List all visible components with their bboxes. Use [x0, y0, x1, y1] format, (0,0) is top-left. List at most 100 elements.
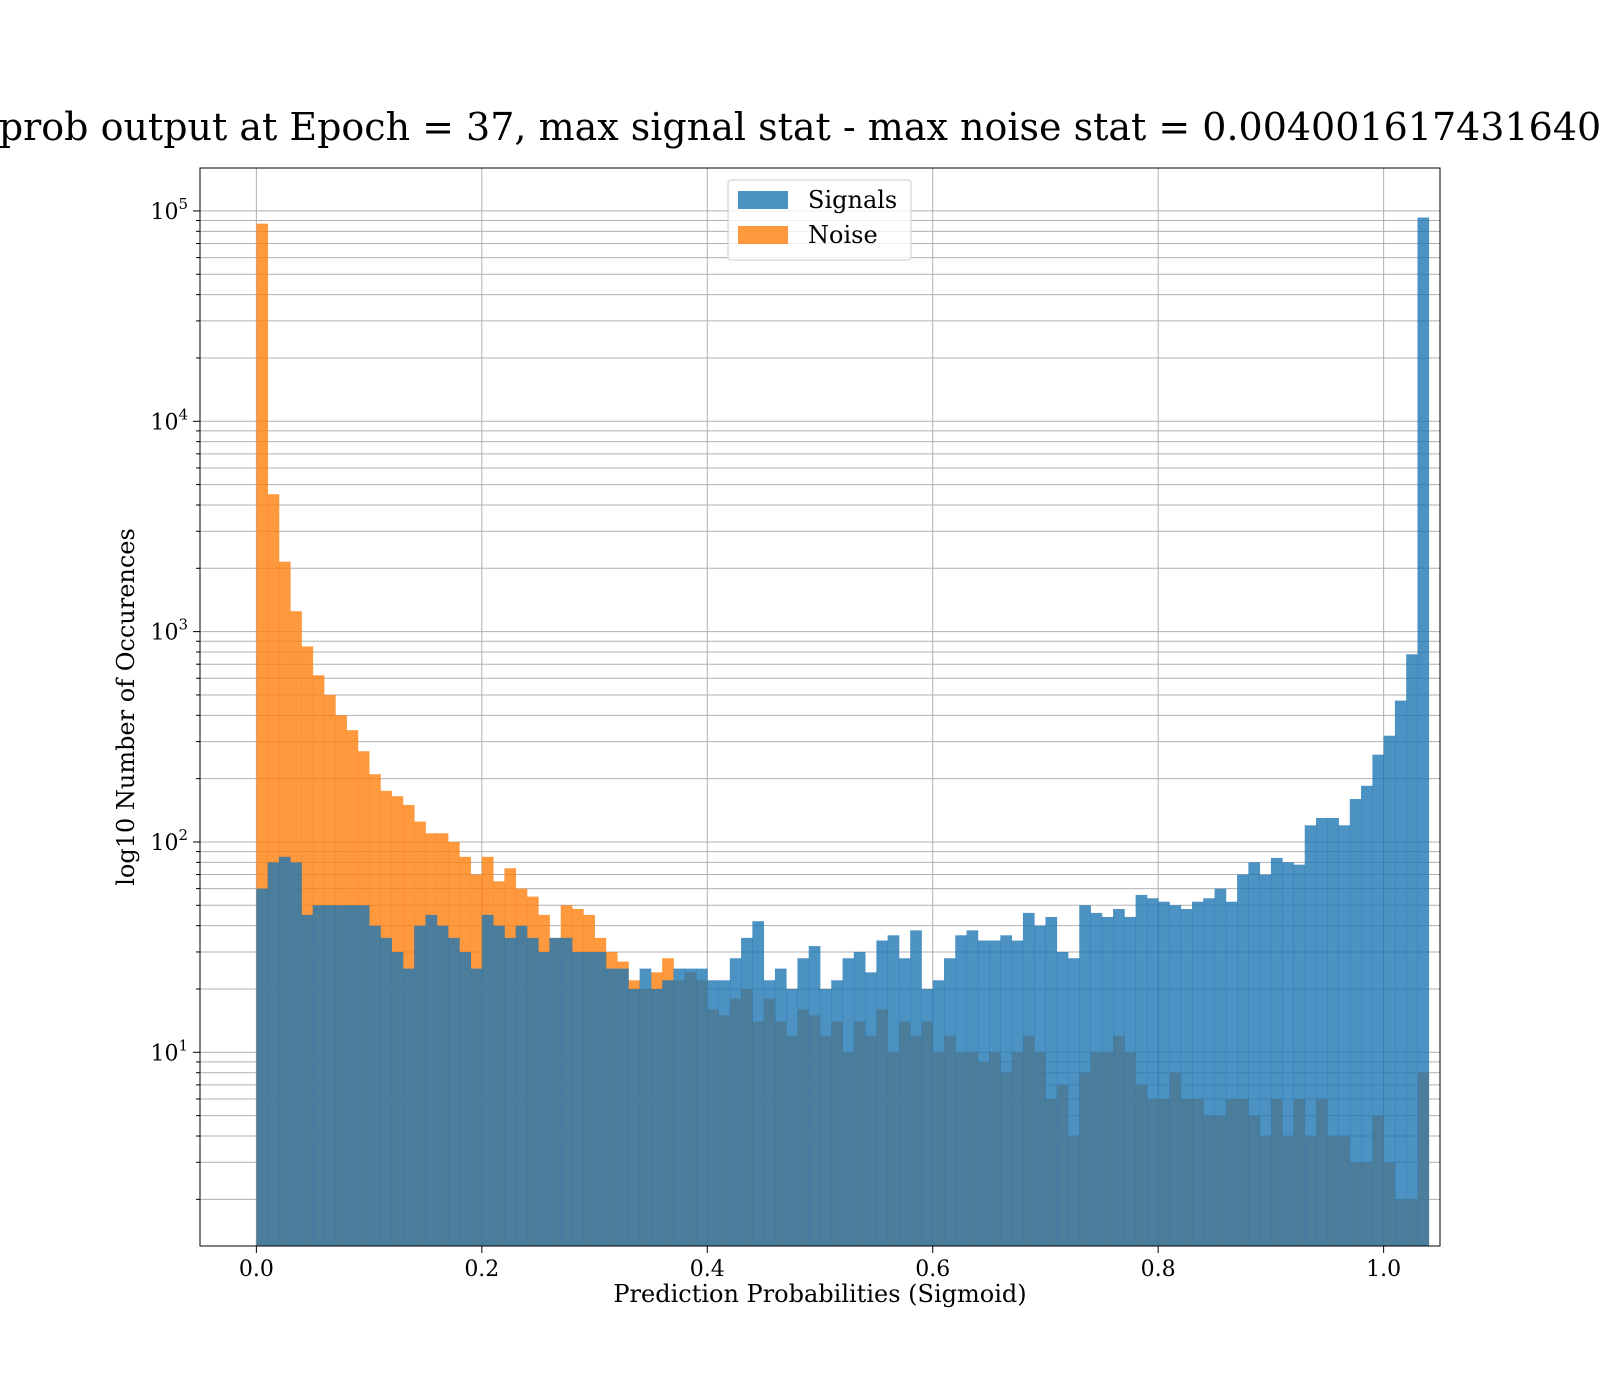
signals-bar [1270, 857, 1283, 1246]
signals-bar [673, 968, 686, 1246]
signals-bar [842, 958, 855, 1246]
signals-bar [763, 980, 776, 1246]
signals-bar [831, 980, 843, 1246]
signals-bar [1361, 785, 1373, 1246]
signals-bar [752, 921, 765, 1246]
signals-bar [312, 905, 325, 1246]
y-tick-label: 105 [150, 195, 188, 225]
signals-bar [1169, 905, 1182, 1246]
signals-bar [538, 951, 550, 1246]
signals-bar [369, 925, 381, 1246]
x-tick-label: 1.0 [1366, 1257, 1401, 1282]
signals-bar [639, 968, 652, 1246]
signals-bar [493, 925, 505, 1246]
signals-bar [977, 940, 990, 1246]
signals-bar [628, 988, 641, 1246]
signals-bar [1293, 864, 1306, 1246]
signals-bar [853, 951, 866, 1246]
signals-bar [944, 958, 956, 1246]
noise-bar [256, 223, 269, 1246]
signals-bar [560, 937, 573, 1246]
signals-bar [459, 951, 471, 1246]
signals-bar [1349, 799, 1362, 1246]
signals-bar [1417, 217, 1430, 1247]
signals-bar [820, 988, 832, 1246]
signals-bar [650, 988, 663, 1246]
signals-bar [1079, 905, 1091, 1246]
signals-bar [1316, 818, 1328, 1246]
signals-bar [707, 980, 719, 1246]
signals-bar [1180, 909, 1193, 1246]
signals-bar [402, 968, 415, 1246]
legend-swatch-noise [738, 226, 788, 244]
signals-bar [1101, 916, 1114, 1246]
signals-bar [797, 958, 810, 1246]
signals-bar [301, 914, 314, 1246]
signals-bar [1068, 958, 1080, 1246]
x-axis-ticks: 0.0 0.2 0.4 0.6 0.8 1.0 [239, 1246, 1401, 1282]
signals-bar [256, 888, 269, 1246]
x-axis-label: Prediction Probabilities (Sigmoid) [613, 1280, 1026, 1308]
legend-label-noise: Noise [808, 221, 878, 249]
signals-bar [921, 988, 934, 1246]
signals-bar [718, 980, 731, 1246]
signals-bar [481, 914, 494, 1246]
y-tick-label: 103 [150, 616, 188, 646]
signals-bar [741, 937, 753, 1246]
y-axis-ticks: 101 102 103 104 105 [150, 195, 200, 1200]
signals-bar [1203, 898, 1215, 1246]
signals-bar [290, 862, 302, 1246]
signals-bar [786, 988, 798, 1246]
signals-bar [448, 937, 460, 1246]
signals-bar [324, 905, 336, 1246]
signal-series-bars [256, 217, 1430, 1247]
chart-title: prob output at Epoch = 37, max signal st… [0, 105, 1600, 149]
signals-bar [989, 940, 1001, 1246]
signals-bar [346, 905, 359, 1246]
signals-bar [414, 925, 426, 1246]
signals-bar [549, 937, 562, 1246]
signals-bar [876, 940, 889, 1246]
signals-bar [1146, 898, 1159, 1246]
signals-bar [436, 925, 449, 1246]
signals-bar [1394, 700, 1407, 1246]
signals-bar [1045, 916, 1058, 1246]
x-tick-label: 0.2 [464, 1257, 499, 1282]
signals-bar [515, 925, 528, 1246]
signals-bar [357, 905, 370, 1246]
legend-swatch-signals [738, 191, 788, 209]
signals-bar [526, 937, 539, 1246]
signals-bar [955, 935, 967, 1246]
signals-bar [1372, 754, 1385, 1246]
signals-bar [1192, 901, 1204, 1246]
signals-bar [594, 951, 607, 1246]
signals-bar [1034, 925, 1046, 1246]
signals-bar [1158, 901, 1170, 1246]
signals-bar [1282, 862, 1294, 1246]
signals-bar [1237, 874, 1249, 1246]
signals-bar [910, 930, 922, 1246]
signals-bar [898, 958, 911, 1246]
signals-bar [684, 968, 697, 1246]
signals-bar [335, 905, 347, 1246]
signals-bar [1000, 935, 1013, 1246]
signals-bar [1090, 912, 1103, 1246]
signals-bar [1383, 735, 1396, 1246]
signals-bar [1022, 912, 1035, 1246]
signals-bar [1248, 862, 1261, 1246]
y-tick-label: 104 [150, 405, 188, 435]
x-tick-label: 0.8 [1141, 1257, 1176, 1282]
y-axis-label: log10 Number of Occurences [112, 528, 140, 886]
signals-bar [1056, 951, 1069, 1246]
signals-bar [1406, 654, 1418, 1246]
signals-bar [729, 958, 742, 1246]
signals-bar [425, 914, 438, 1246]
signals-bar [267, 862, 280, 1246]
x-tick-label: 0.6 [915, 1257, 950, 1282]
x-tick-label: 0.4 [690, 1257, 725, 1282]
signals-bar [808, 946, 821, 1246]
signals-bar [1225, 901, 1238, 1246]
signals-bar [572, 951, 584, 1246]
y-tick-label: 102 [150, 826, 188, 856]
